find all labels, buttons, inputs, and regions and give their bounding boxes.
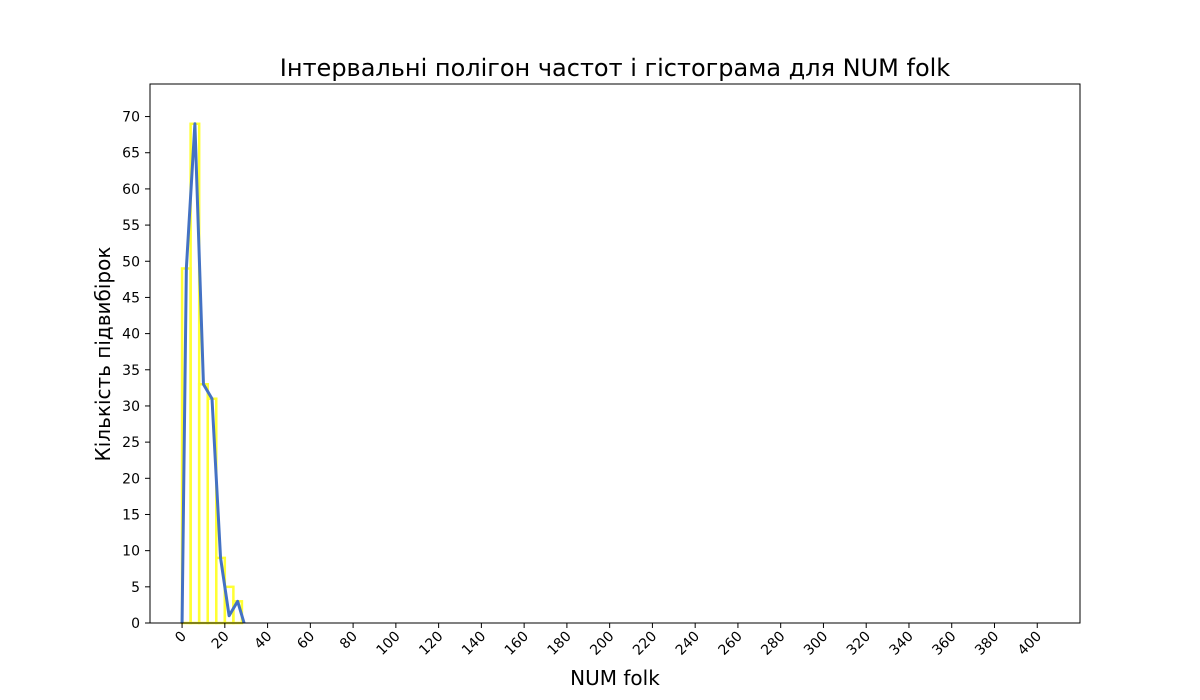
y-tick-label: 45 xyxy=(122,290,140,306)
plot-frame xyxy=(149,83,1081,624)
y-tick-label: 60 xyxy=(122,182,140,198)
y-tick-label: 20 xyxy=(122,471,140,487)
y-tick-label: 0 xyxy=(131,616,140,632)
y-tick-label: 10 xyxy=(122,544,140,560)
frequency-polygon xyxy=(180,122,246,624)
y-tick-label: 55 xyxy=(122,218,140,234)
y-tick-label: 40 xyxy=(122,327,140,343)
y-tick-label: 25 xyxy=(122,435,140,451)
y-tick-label: 30 xyxy=(122,399,140,415)
plot-area xyxy=(149,83,1081,625)
y-tick-label: 50 xyxy=(122,254,140,270)
x-axis-label: NUM folk xyxy=(570,666,660,690)
chart-title: Інтервальні полігон частот і гістограма … xyxy=(280,54,951,82)
y-axis: 0 5 10 15 20 25 30 35 40 45 50 55 60 65 70 xyxy=(122,110,150,632)
y-tick-label: 65 xyxy=(122,146,140,162)
y-axis-label: Кількість підвибірок xyxy=(91,247,115,462)
y-tick-label: 70 xyxy=(122,110,140,126)
y-tick-label: 15 xyxy=(122,507,140,523)
y-tick-label: 35 xyxy=(122,363,140,379)
polygon-line xyxy=(180,122,246,624)
y-tick-label: 5 xyxy=(131,580,140,596)
